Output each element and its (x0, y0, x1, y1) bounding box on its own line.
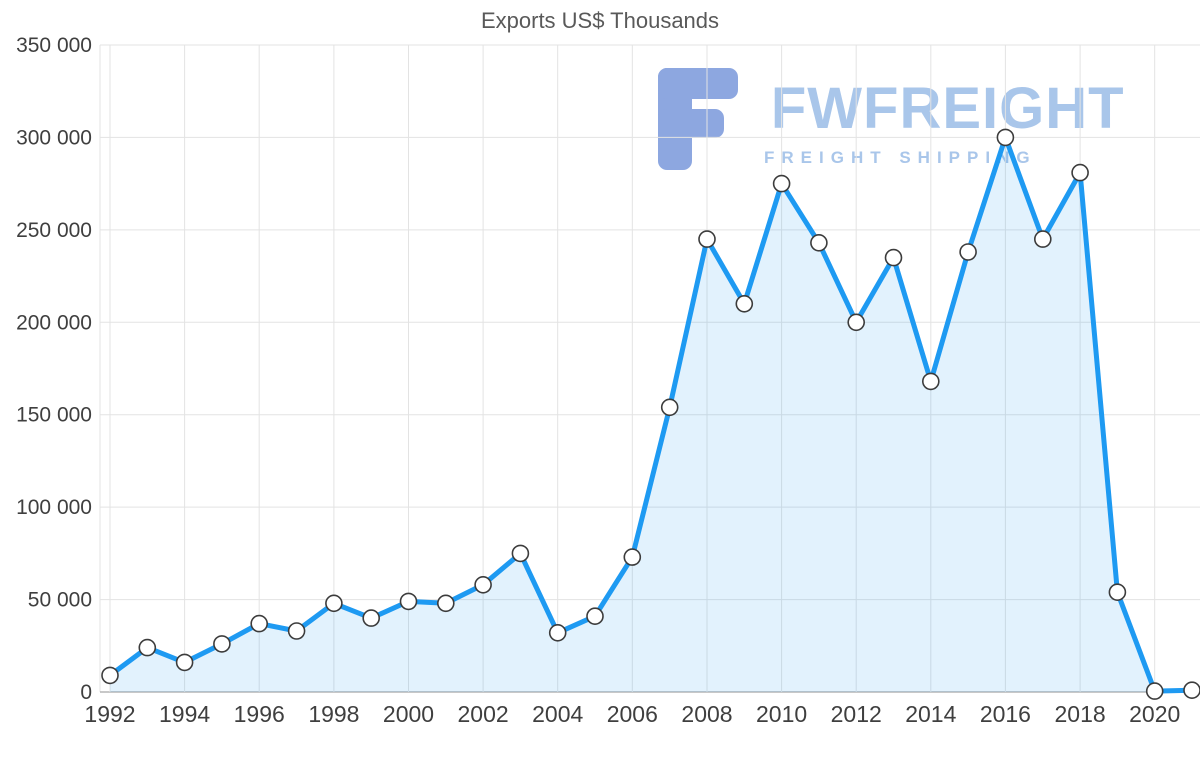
data-point-marker (548, 623, 567, 642)
x-axis-tick-label: 1992 (84, 701, 135, 727)
data-point-marker (847, 313, 866, 332)
data-point-marker (1145, 682, 1164, 700)
y-axis-tick-label: 350 000 (16, 34, 92, 57)
data-point-marker (1071, 163, 1089, 182)
data-point-marker (1034, 230, 1052, 248)
data-point-marker (474, 575, 492, 594)
x-axis-tick-label: 2012 (831, 701, 882, 727)
chart-title: Exports US$ Thousands (480, 8, 720, 33)
y-axis-tick-label: 300 000 (16, 126, 92, 149)
data-point-marker (660, 398, 679, 417)
data-point-marker (996, 128, 1015, 147)
data-point-marker (175, 653, 194, 672)
data-point-marker (959, 243, 977, 261)
data-point-marker (1183, 681, 1200, 699)
y-axis-tick-label: 200 000 (16, 311, 92, 334)
data-point-marker (884, 248, 903, 267)
data-point-marker (213, 635, 231, 653)
y-axis-tick-label: 100 000 (16, 496, 92, 519)
data-point-marker (362, 609, 381, 627)
data-point-marker (586, 607, 604, 626)
data-point-marker (921, 372, 940, 391)
x-axis-tick-label: 2008 (681, 701, 732, 727)
data-point-marker (325, 594, 343, 613)
x-axis-tick-label: 2020 (1129, 701, 1180, 727)
x-axis-tick-label: 2000 (383, 701, 434, 727)
x-axis-tick-label: 2002 (458, 701, 509, 727)
data-point-marker (698, 230, 716, 248)
x-axis-tick-label: 1998 (308, 701, 359, 727)
x-axis-tick-label: 2014 (905, 701, 956, 727)
x-axis-tick-label: 2018 (1055, 701, 1106, 727)
data-point-marker (511, 544, 530, 563)
x-axis-tick-label: 1994 (159, 701, 210, 727)
x-axis-tick-label: 2006 (607, 701, 658, 727)
y-axis-tick-label: 0 (80, 681, 92, 704)
y-axis-tick-label: 150 000 (16, 404, 92, 427)
series-area-fill (110, 137, 1192, 692)
data-point-marker (1108, 583, 1127, 602)
data-point-marker (735, 294, 754, 313)
data-point-marker (101, 666, 119, 685)
x-axis-tick-label: 2004 (532, 701, 583, 727)
data-point-marker (250, 614, 269, 633)
data-point-marker (772, 174, 791, 193)
data-point-marker (138, 638, 157, 657)
data-point-marker (623, 548, 642, 566)
data-point-marker (436, 594, 455, 613)
data-point-marker (399, 592, 418, 611)
data-point-marker (810, 234, 828, 252)
data-point-marker (287, 622, 306, 640)
y-axis-tick-label: 250 000 (16, 219, 92, 242)
x-axis-tick-label: 1996 (234, 701, 285, 727)
x-axis-tick-label: 2016 (980, 701, 1031, 727)
x-axis-tick-label: 2010 (756, 701, 807, 727)
y-axis-tick-label: 50 000 (28, 589, 92, 612)
